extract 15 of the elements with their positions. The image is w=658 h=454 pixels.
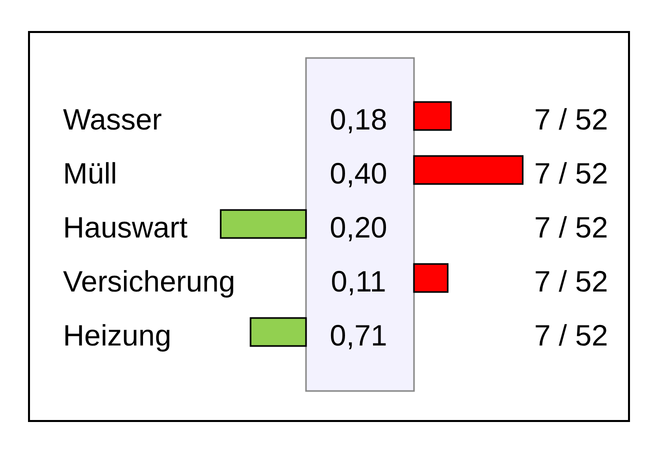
text: 7 / 52 — [534, 212, 608, 244]
text: 7 / 52 — [534, 266, 608, 298]
text: 0,11 — [330, 266, 386, 298]
text: 0,40 — [330, 158, 388, 190]
y-tick-label: Wasser — [63, 104, 162, 136]
text: 0,71 — [330, 320, 388, 352]
text: 0,18 — [330, 104, 388, 136]
text: 7 / 52 — [534, 104, 608, 136]
y-tick-label: Hauswart — [63, 212, 188, 244]
y-tick-label: Versicherung — [63, 266, 236, 298]
y-tick-label: Müll — [63, 158, 118, 190]
text: 0,20 — [330, 212, 388, 244]
text: 7 / 52 — [534, 158, 608, 190]
text: 7 / 52 — [534, 320, 608, 352]
y-tick-label: Heizung — [63, 320, 172, 352]
